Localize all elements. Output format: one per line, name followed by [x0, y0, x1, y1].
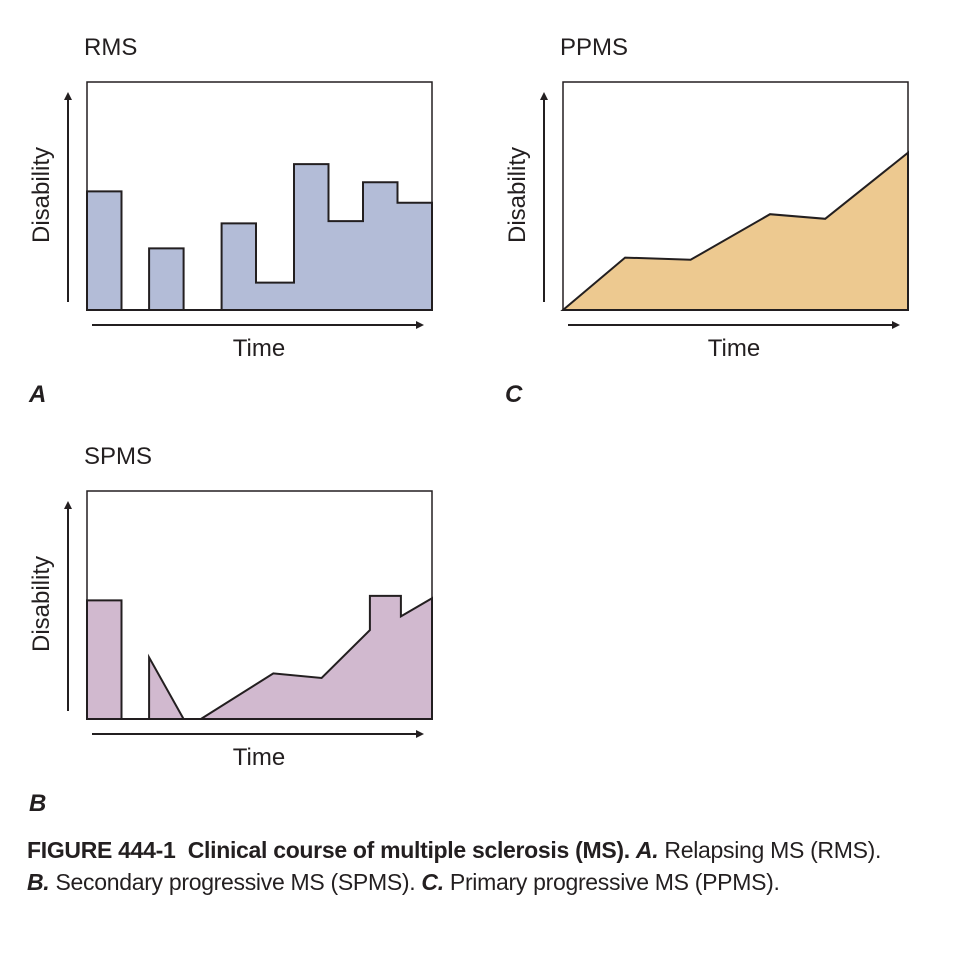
caption-item-b-text: Secondary progressive MS (SPMS).	[55, 869, 416, 895]
figure-caption: FIGURE 444-1 Clinical course of multiple…	[27, 834, 957, 898]
panel-b-xlabel: Time	[232, 744, 286, 771]
panel-c-title: PPMS	[560, 34, 629, 61]
caption-item-b-label: B.	[27, 869, 50, 895]
x-axis-arrowhead	[416, 321, 424, 329]
panel-b-title: SPMS	[84, 443, 153, 470]
x-axis-arrowhead	[416, 730, 424, 738]
panel-b-letter: B	[29, 790, 47, 817]
disability-area	[86, 594, 433, 720]
panel-a-chart	[64, 81, 433, 329]
caption-title: Clinical course of multiple sclerosis (M…	[187, 837, 630, 863]
caption-item-c-label: C.	[421, 869, 444, 895]
panel-a-ylabel: Disability	[28, 146, 55, 244]
panel-c-chart	[540, 81, 909, 329]
panel-a-title: RMS	[84, 34, 138, 61]
panel-c-letter: C	[505, 381, 523, 408]
y-axis-arrowhead	[540, 92, 548, 100]
panel-b-ylabel: Disability	[28, 555, 55, 653]
caption-item-a-text: Relapsing MS (RMS).	[664, 837, 882, 863]
panel-a-xlabel: Time	[232, 335, 286, 362]
y-axis-arrowhead	[64, 92, 72, 100]
caption-item-a-label: A.	[635, 837, 659, 863]
x-axis-arrowhead	[892, 321, 900, 329]
plot-frame	[562, 81, 909, 311]
plot-frame	[86, 81, 433, 311]
caption-figure-label: FIGURE 444-1	[27, 837, 176, 863]
plot-frame	[86, 490, 433, 720]
y-axis-arrowhead	[64, 501, 72, 509]
panel-b-chart	[64, 490, 433, 738]
caption-item-c-text: Primary progressive MS (PPMS).	[449, 869, 780, 895]
disability-area	[560, 150, 909, 311]
panel-a-letter: A	[29, 381, 47, 408]
panel-c-xlabel: Time	[707, 335, 761, 362]
panel-c-ylabel: Disability	[504, 146, 531, 244]
disability-area	[86, 163, 433, 311]
